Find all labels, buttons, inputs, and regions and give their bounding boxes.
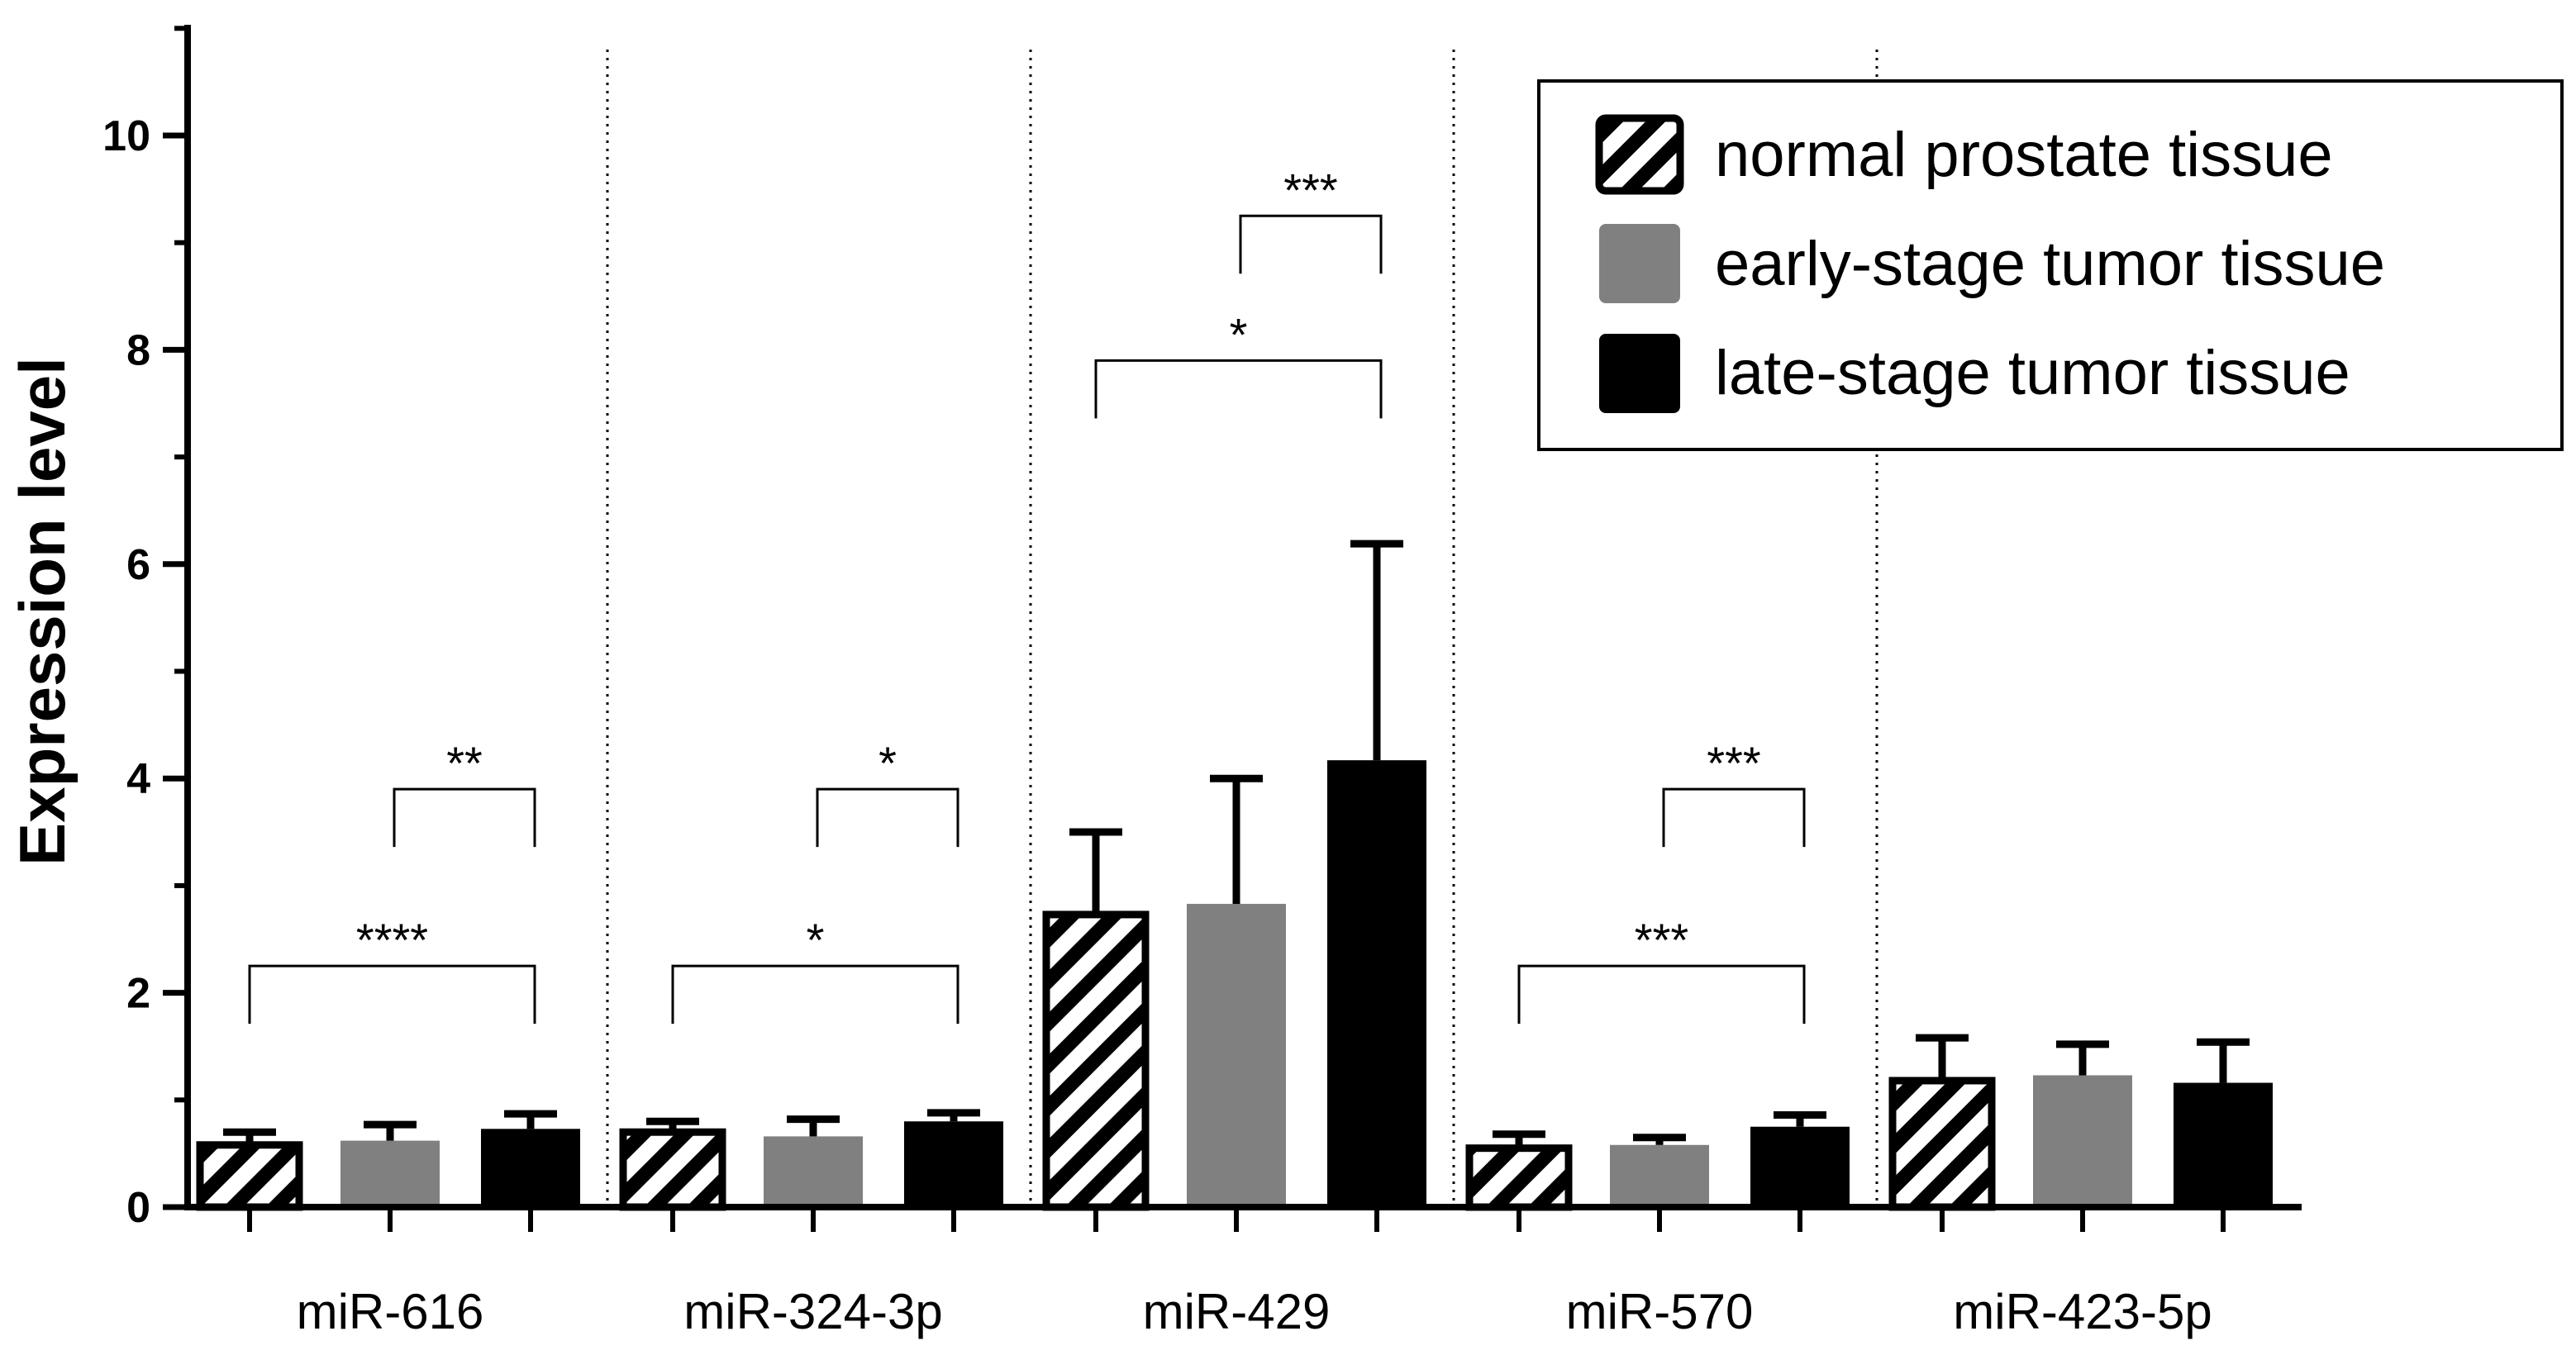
bar-miR-570-hatched bbox=[1465, 1144, 1573, 1211]
bar-miR-429-gray bbox=[1187, 903, 1286, 1207]
legend-box bbox=[1537, 79, 2564, 451]
significance-label-4: *** bbox=[1283, 164, 1337, 216]
bar-miR-423-5p-gray bbox=[2033, 1075, 2132, 1207]
legend-label-early: early-stage tumor tissue bbox=[1715, 229, 2385, 299]
bar-miR-429-hatched bbox=[1042, 910, 1150, 1211]
bar-miR-324-3p-black bbox=[904, 1121, 1003, 1207]
significance-bracket-7 bbox=[1517, 964, 1806, 1025]
bar-miR-616-black bbox=[481, 1129, 580, 1207]
bar-miR-324-3p-gray bbox=[764, 1136, 863, 1207]
bar-miR-324-3p-hatched bbox=[619, 1128, 726, 1211]
bar-miR-570-gray bbox=[1610, 1144, 1709, 1207]
bar-miR-423-5p-hatched bbox=[1888, 1077, 1996, 1211]
significance-label-7: *** bbox=[1635, 914, 1688, 966]
y-tick-label: 2 bbox=[126, 970, 150, 1018]
significance-label-2: * bbox=[879, 737, 897, 789]
significance-label-3: * bbox=[807, 914, 825, 966]
legend-swatch-late bbox=[1599, 334, 1680, 413]
significance-bracket-6 bbox=[1662, 787, 1806, 848]
significance-label-5: * bbox=[1230, 308, 1248, 360]
y-tick-label: 10 bbox=[102, 112, 150, 160]
legend-label-late: late-stage tumor tissue bbox=[1715, 338, 2350, 408]
y-tick-label: 4 bbox=[126, 755, 150, 803]
significance-bracket-2 bbox=[816, 787, 959, 848]
significance-label-0: ** bbox=[446, 737, 483, 789]
axes: 0 2 4 6 8 10 miR-616 miR-324-3p miR-429 miR-570 mi… bbox=[102, 25, 2302, 1339]
legend-swatch-normal bbox=[1595, 114, 1684, 195]
significance-label-6: *** bbox=[1707, 737, 1760, 789]
significance-bracket-4 bbox=[1239, 214, 1383, 274]
y-tick-label: 0 bbox=[126, 1184, 150, 1232]
category-label-miR-570: miR-570 bbox=[1566, 1284, 1754, 1339]
significance-brackets: ****************** bbox=[248, 164, 1806, 1025]
error-bars bbox=[223, 540, 2250, 1148]
significance-bracket-3 bbox=[671, 964, 959, 1025]
legend: normal prostate tissue early-stage tumor… bbox=[1537, 79, 2564, 451]
legend-label-normal: normal prostate tissue bbox=[1715, 120, 2333, 190]
significance-label-1: **** bbox=[356, 914, 428, 966]
y-tick-label: 8 bbox=[126, 326, 150, 374]
category-label-miR-324-3p: miR-324-3p bbox=[683, 1284, 942, 1339]
y-axis-label: Expression level bbox=[6, 357, 79, 866]
bar-miR-570-black bbox=[1750, 1126, 1850, 1207]
y-tick-label: 6 bbox=[126, 541, 150, 589]
significance-bracket-1 bbox=[248, 964, 536, 1025]
legend-swatch-early bbox=[1599, 224, 1680, 303]
bar-miR-616-gray bbox=[340, 1140, 440, 1207]
category-label-miR-423-5p: miR-423-5p bbox=[1953, 1284, 2212, 1339]
category-label-miR-616: miR-616 bbox=[297, 1284, 484, 1339]
significance-bracket-0 bbox=[393, 787, 536, 848]
category-label-miR-429: miR-429 bbox=[1143, 1284, 1331, 1339]
bar-miR-429-black bbox=[1327, 760, 1426, 1207]
bar-miR-423-5p-black bbox=[2174, 1082, 2273, 1207]
group-separators bbox=[606, 50, 1878, 1207]
bar-miR-616-hatched bbox=[196, 1141, 303, 1211]
significance-bracket-5 bbox=[1094, 359, 1383, 419]
